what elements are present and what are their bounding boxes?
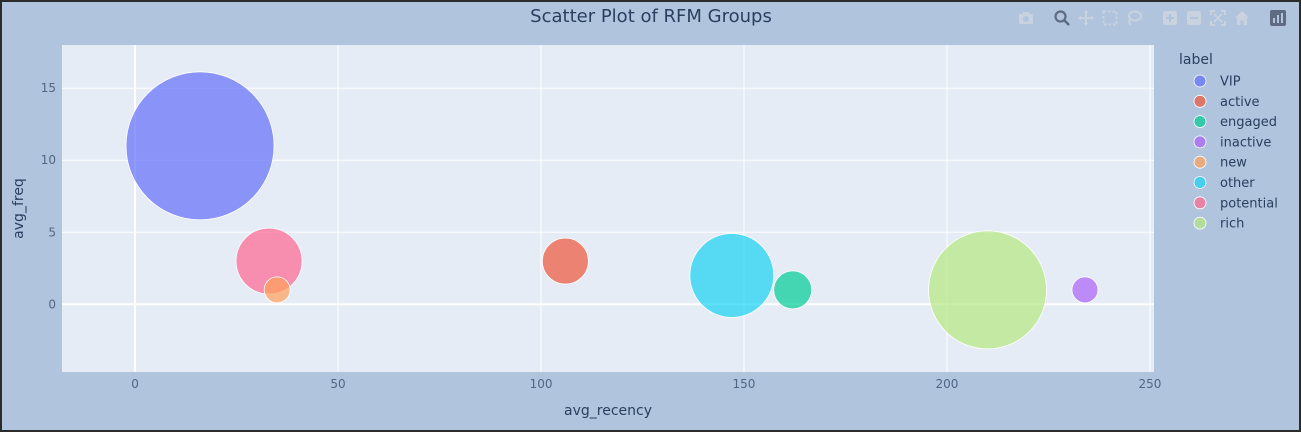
bubble-new[interactable] xyxy=(263,276,291,304)
y-tick-label: 15 xyxy=(41,81,56,95)
legend-marker xyxy=(1193,74,1207,88)
legend-label: inactive xyxy=(1220,135,1271,150)
legend-item-rich[interactable]: rich xyxy=(1193,216,1244,232)
pan-icon[interactable] xyxy=(1075,8,1097,28)
lasso-select-icon[interactable] xyxy=(1123,8,1145,28)
legend-label: other xyxy=(1220,176,1255,191)
y-tick-label: 5 xyxy=(48,225,56,239)
plotly-logo-icon[interactable] xyxy=(1267,8,1289,28)
legend-item-vip[interactable]: VIP xyxy=(1193,74,1241,90)
bubbles xyxy=(125,71,1099,350)
legend-item-engaged[interactable]: engaged xyxy=(1193,115,1277,130)
bubble-inactive[interactable] xyxy=(1071,276,1099,304)
y-tick-label: 10 xyxy=(41,153,56,167)
bubble-rich[interactable] xyxy=(928,230,1047,350)
bubble-active[interactable] xyxy=(541,237,589,285)
legend-label: potential xyxy=(1220,196,1278,211)
y-tick-label: 0 xyxy=(48,297,56,311)
legend-marker xyxy=(1193,94,1207,108)
x-tick-labels: 0 50 100 150 200 250 xyxy=(131,377,1161,391)
legend-items: VIP active engaged inactive new other potentia… xyxy=(1193,74,1278,232)
legend: label VIP active engaged inactive new other po… xyxy=(1179,52,1278,232)
bubble-other[interactable] xyxy=(689,233,775,318)
legend-marker xyxy=(1193,155,1207,169)
legend-item-other[interactable]: other xyxy=(1193,176,1255,191)
legend-marker xyxy=(1193,115,1207,128)
legend-item-inactive[interactable]: inactive xyxy=(1193,135,1271,150)
legend-marker xyxy=(1193,176,1207,189)
zoom-out-icon[interactable] xyxy=(1183,8,1205,28)
legend-label: active xyxy=(1220,95,1260,110)
x-axis-label: avg_recency xyxy=(564,403,652,419)
legend-item-potential[interactable]: potential xyxy=(1193,196,1278,211)
legend-marker xyxy=(1193,216,1207,230)
legend-label: VIP xyxy=(1220,75,1241,90)
x-tick-label: 250 xyxy=(1138,377,1161,391)
legend-item-active[interactable]: active xyxy=(1193,94,1260,110)
x-tick-label: 0 xyxy=(131,377,139,391)
zoom-icon[interactable] xyxy=(1051,8,1073,28)
y-tick-labels: 0 5 10 15 xyxy=(41,81,56,311)
legend-label: new xyxy=(1220,156,1247,171)
camera-icon[interactable] xyxy=(1015,8,1037,28)
legend-marker xyxy=(1193,135,1207,149)
chart-title: Scatter Plot of RFM Groups xyxy=(530,6,772,27)
x-tick-label: 150 xyxy=(733,377,756,391)
legend-label: engaged xyxy=(1220,115,1277,130)
legend-item-new[interactable]: new xyxy=(1193,155,1247,171)
legend-marker xyxy=(1193,196,1207,210)
reset-axes-icon[interactable] xyxy=(1231,8,1253,28)
x-tick-label: 100 xyxy=(530,377,553,391)
legend-label: rich xyxy=(1220,217,1244,232)
legend-title: label xyxy=(1179,52,1213,68)
box-select-icon[interactable] xyxy=(1099,8,1121,28)
modebar xyxy=(1015,8,1289,28)
y-axis-label: avg_freq xyxy=(11,178,27,239)
bubble-engaged[interactable] xyxy=(773,270,813,310)
zoom-in-icon[interactable] xyxy=(1159,8,1181,28)
x-tick-label: 50 xyxy=(330,377,345,391)
bubble-vip[interactable] xyxy=(125,71,275,221)
x-tick-label: 200 xyxy=(936,377,959,391)
autoscale-icon[interactable] xyxy=(1207,8,1229,28)
